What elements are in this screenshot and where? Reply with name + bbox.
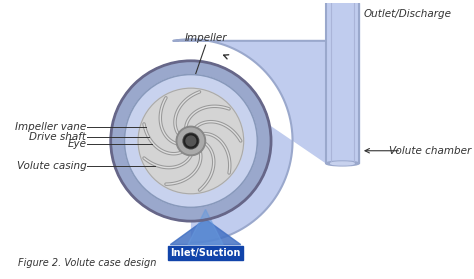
- Text: Inlet/Suction: Inlet/Suction: [170, 248, 241, 258]
- Circle shape: [176, 126, 206, 156]
- Circle shape: [138, 88, 244, 194]
- Text: Impeller: Impeller: [184, 33, 227, 43]
- Circle shape: [111, 61, 271, 221]
- Circle shape: [184, 134, 198, 148]
- Text: Drive shaft: Drive shaft: [29, 132, 86, 142]
- Circle shape: [183, 133, 199, 149]
- Ellipse shape: [331, 162, 354, 165]
- Text: Volute casing: Volute casing: [17, 161, 86, 171]
- Circle shape: [186, 136, 196, 146]
- Bar: [168, 246, 243, 260]
- Bar: [326, 3, 359, 163]
- Text: Figure 2. Volute case design: Figure 2. Volute case design: [18, 258, 156, 268]
- Circle shape: [124, 74, 257, 208]
- Text: Impeller vane: Impeller vane: [15, 122, 86, 132]
- Text: Outlet/Discharge: Outlet/Discharge: [364, 9, 452, 19]
- Polygon shape: [173, 39, 326, 243]
- Polygon shape: [188, 210, 223, 245]
- Text: Eye: Eye: [67, 139, 86, 149]
- Ellipse shape: [326, 161, 359, 166]
- Text: Volute chamber: Volute chamber: [389, 146, 472, 156]
- Circle shape: [178, 128, 204, 154]
- Polygon shape: [170, 219, 241, 245]
